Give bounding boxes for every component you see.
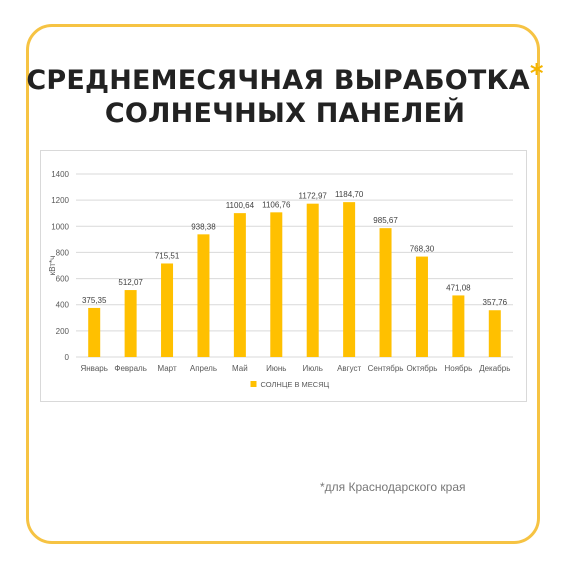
- y-tick-label: 0: [65, 353, 70, 362]
- bar-chart: 0 200 400 600 800 1000 1200 1400 кВт*ч 375,35 Янва…: [48, 170, 513, 389]
- x-tick-label: Сентябрь: [368, 364, 404, 373]
- data-label: 1172,97: [299, 192, 328, 201]
- data-label: 512,07: [118, 278, 143, 287]
- x-tick-label: Июль: [302, 364, 322, 373]
- footnote: *для Краснодарского края: [320, 480, 466, 494]
- bar: [415, 256, 428, 357]
- page-title: СРЕДНЕМЕСЯЧНАЯ ВЫРАБОТКА* СОЛНЕЧНЫХ ПАНЕ…: [0, 59, 570, 130]
- y-tick-label: 1000: [51, 222, 69, 231]
- x-tick-label: Февраль: [114, 364, 147, 373]
- data-label: 715,51: [155, 251, 180, 260]
- data-label: 357,76: [483, 298, 508, 307]
- bar: [343, 202, 356, 357]
- y-tick-label: 1400: [51, 170, 69, 179]
- title-asterisk: *: [529, 59, 544, 89]
- legend-swatch: [250, 381, 257, 387]
- bar: [233, 213, 246, 357]
- title-line-2: СОЛНЕЧНЫХ ПАНЕЛЕЙ: [104, 98, 466, 129]
- title-line-1-text: СРЕДНЕМЕСЯЧНАЯ ВЫРАБОТКА: [26, 65, 530, 96]
- data-label: 938,38: [191, 222, 216, 231]
- y-tick-label: 1200: [51, 196, 69, 205]
- x-tick-label: Март: [157, 364, 176, 373]
- x-tick-label: Май: [232, 364, 248, 373]
- data-label: 1184,70: [335, 190, 364, 199]
- bar: [488, 310, 501, 357]
- y-tick-label: 800: [56, 248, 70, 257]
- bar: [88, 307, 101, 357]
- data-label: 985,67: [373, 216, 398, 225]
- bar: [379, 228, 392, 357]
- bar: [197, 234, 210, 357]
- x-tick-label: Ноябрь: [444, 364, 472, 373]
- chart-container: 0 200 400 600 800 1000 1200 1400 кВт*ч 375,35 Янва…: [40, 150, 527, 402]
- data-label: 471,08: [446, 283, 471, 292]
- bar: [124, 290, 137, 357]
- x-tick-label: Октябрь: [406, 364, 437, 373]
- data-label: 375,35: [82, 296, 107, 305]
- data-label: 768,30: [410, 245, 435, 254]
- bar: [306, 203, 319, 357]
- x-tick-label: Август: [337, 364, 361, 373]
- bar: [161, 263, 174, 357]
- data-label: 1106,76: [262, 200, 291, 209]
- legend-label: СОЛНЦЕ В МЕСЯЦ: [261, 380, 330, 389]
- data-label: 1100,64: [226, 201, 255, 210]
- bar: [452, 295, 465, 357]
- y-tick-label: 400: [56, 301, 70, 310]
- y-axis-label: кВт*ч: [48, 256, 57, 276]
- x-tick-label: Январь: [80, 364, 107, 373]
- x-tick-label: Июнь: [266, 364, 286, 373]
- y-tick-label: 200: [56, 327, 70, 336]
- y-tick-label: 600: [56, 275, 70, 284]
- bar: [270, 212, 283, 357]
- title-line-1: СРЕДНЕМЕСЯЧНАЯ ВЫРАБОТКА*: [0, 59, 570, 97]
- x-tick-label: Декабрь: [479, 364, 510, 373]
- x-tick-label: Апрель: [190, 364, 217, 373]
